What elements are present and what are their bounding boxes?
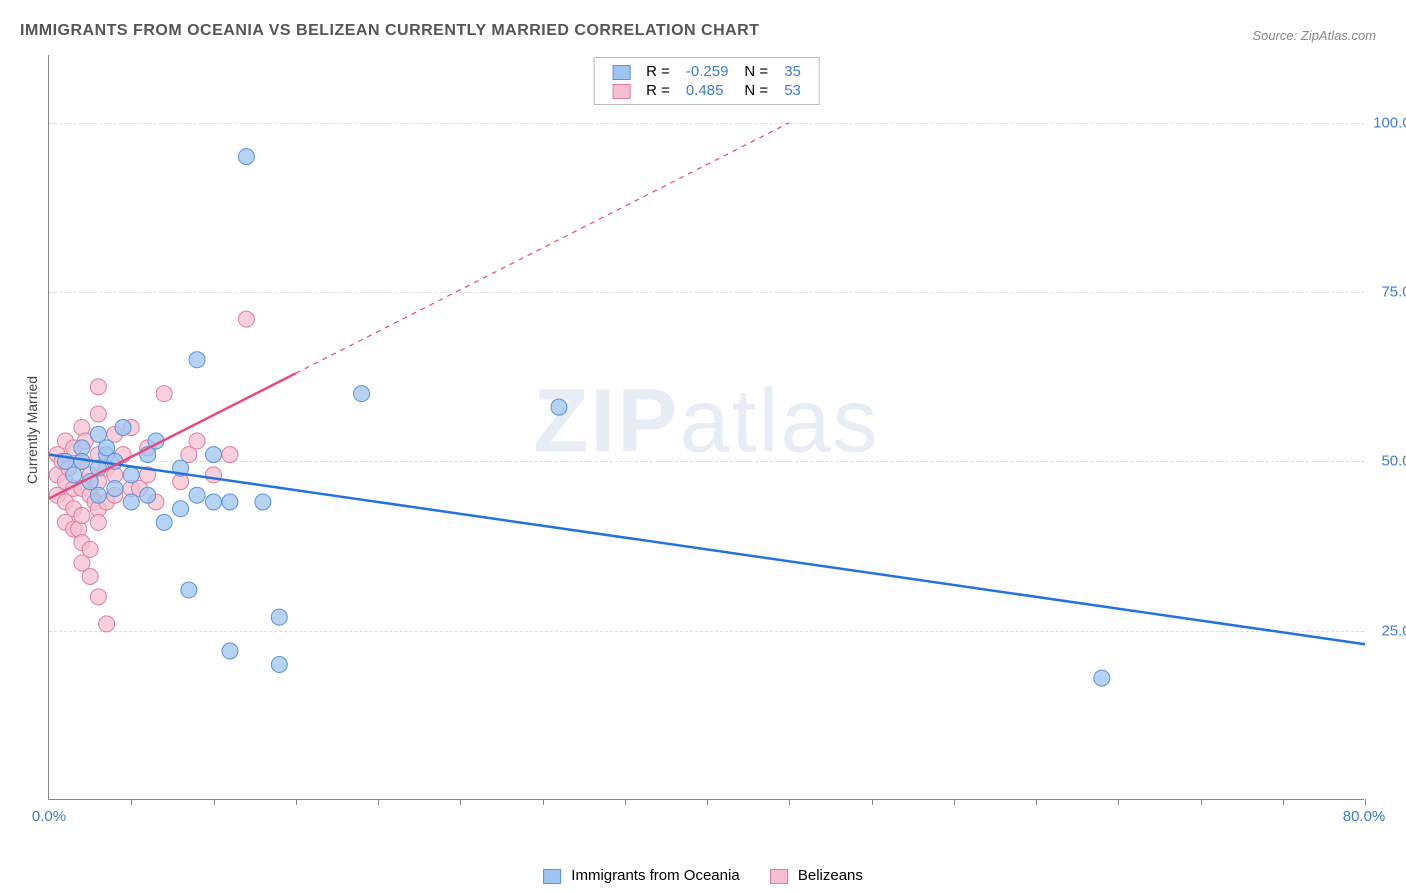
scatter-point xyxy=(90,514,106,530)
x-tick xyxy=(1118,799,1119,805)
y-tick-label: 25.0% xyxy=(1381,622,1406,639)
scatter-point xyxy=(222,447,238,463)
x-tick xyxy=(872,799,873,805)
legend-label-belizeans: Belizeans xyxy=(798,867,863,884)
scatter-point xyxy=(123,494,139,510)
scatter-point xyxy=(189,352,205,368)
x-tick xyxy=(1365,799,1366,805)
legend-swatch-oceania xyxy=(543,869,561,884)
scatter-point xyxy=(255,494,271,510)
plot-area: ZIPatlas 25.0%50.0%75.0%100.0% 0.0% 80.0… xyxy=(48,55,1364,800)
scatter-point xyxy=(140,487,156,503)
scatter-point xyxy=(238,311,254,327)
scatter-point xyxy=(156,514,172,530)
regression-line-belizeans-dashed xyxy=(296,123,790,374)
scatter-point xyxy=(206,447,222,463)
x-tick xyxy=(131,799,132,805)
x-tick xyxy=(789,799,790,805)
scatter-point xyxy=(189,487,205,503)
legend-item-belizeans: Belizeans xyxy=(770,867,863,884)
source-attribution: Source: ZipAtlas.com xyxy=(1252,28,1376,43)
x-tick xyxy=(1201,799,1202,805)
scatter-point xyxy=(206,467,222,483)
scatter-point xyxy=(181,582,197,598)
x-tick xyxy=(1036,799,1037,805)
scatter-point xyxy=(1094,670,1110,686)
scatter-point xyxy=(107,480,123,496)
scatter-point xyxy=(90,487,106,503)
x-tick xyxy=(460,799,461,805)
x-tick xyxy=(707,799,708,805)
plot-svg xyxy=(49,55,1364,799)
scatter-point xyxy=(82,569,98,585)
scatter-point xyxy=(551,399,567,415)
y-tick-label: 50.0% xyxy=(1381,453,1406,470)
x-tick xyxy=(954,799,955,805)
scatter-point xyxy=(271,657,287,673)
x-tick xyxy=(214,799,215,805)
x-tick xyxy=(543,799,544,805)
y-tick-label: 75.0% xyxy=(1381,284,1406,301)
series-legend: Immigrants from Oceania Belizeans xyxy=(543,867,863,884)
legend-item-oceania: Immigrants from Oceania xyxy=(543,867,740,884)
scatter-point xyxy=(206,494,222,510)
scatter-point xyxy=(189,433,205,449)
scatter-point xyxy=(173,501,189,517)
scatter-point xyxy=(90,379,106,395)
scatter-point xyxy=(271,609,287,625)
regression-line-oceania xyxy=(49,455,1365,645)
scatter-point xyxy=(90,589,106,605)
scatter-point xyxy=(354,386,370,402)
scatter-point xyxy=(222,494,238,510)
y-axis-label: Currently Married xyxy=(24,376,40,484)
y-tick-label: 100.0% xyxy=(1373,114,1406,131)
scatter-point xyxy=(123,467,139,483)
chart-container: IMMIGRANTS FROM OCEANIA VS BELIZEAN CURR… xyxy=(0,0,1406,892)
scatter-point xyxy=(99,616,115,632)
legend-label-oceania: Immigrants from Oceania xyxy=(571,867,739,884)
x-tick xyxy=(1283,799,1284,805)
scatter-point xyxy=(156,386,172,402)
scatter-point xyxy=(74,508,90,524)
x-axis-max-label: 80.0% xyxy=(1343,808,1386,825)
legend-swatch-belizeans xyxy=(770,869,788,884)
x-tick xyxy=(625,799,626,805)
scatter-point xyxy=(90,406,106,422)
chart-title: IMMIGRANTS FROM OCEANIA VS BELIZEAN CURR… xyxy=(20,22,760,40)
x-axis-min-label: 0.0% xyxy=(32,808,66,825)
x-tick xyxy=(378,799,379,805)
scatter-point xyxy=(115,420,131,436)
x-tick xyxy=(296,799,297,805)
scatter-point xyxy=(238,149,254,165)
scatter-point xyxy=(222,643,238,659)
scatter-point xyxy=(82,541,98,557)
